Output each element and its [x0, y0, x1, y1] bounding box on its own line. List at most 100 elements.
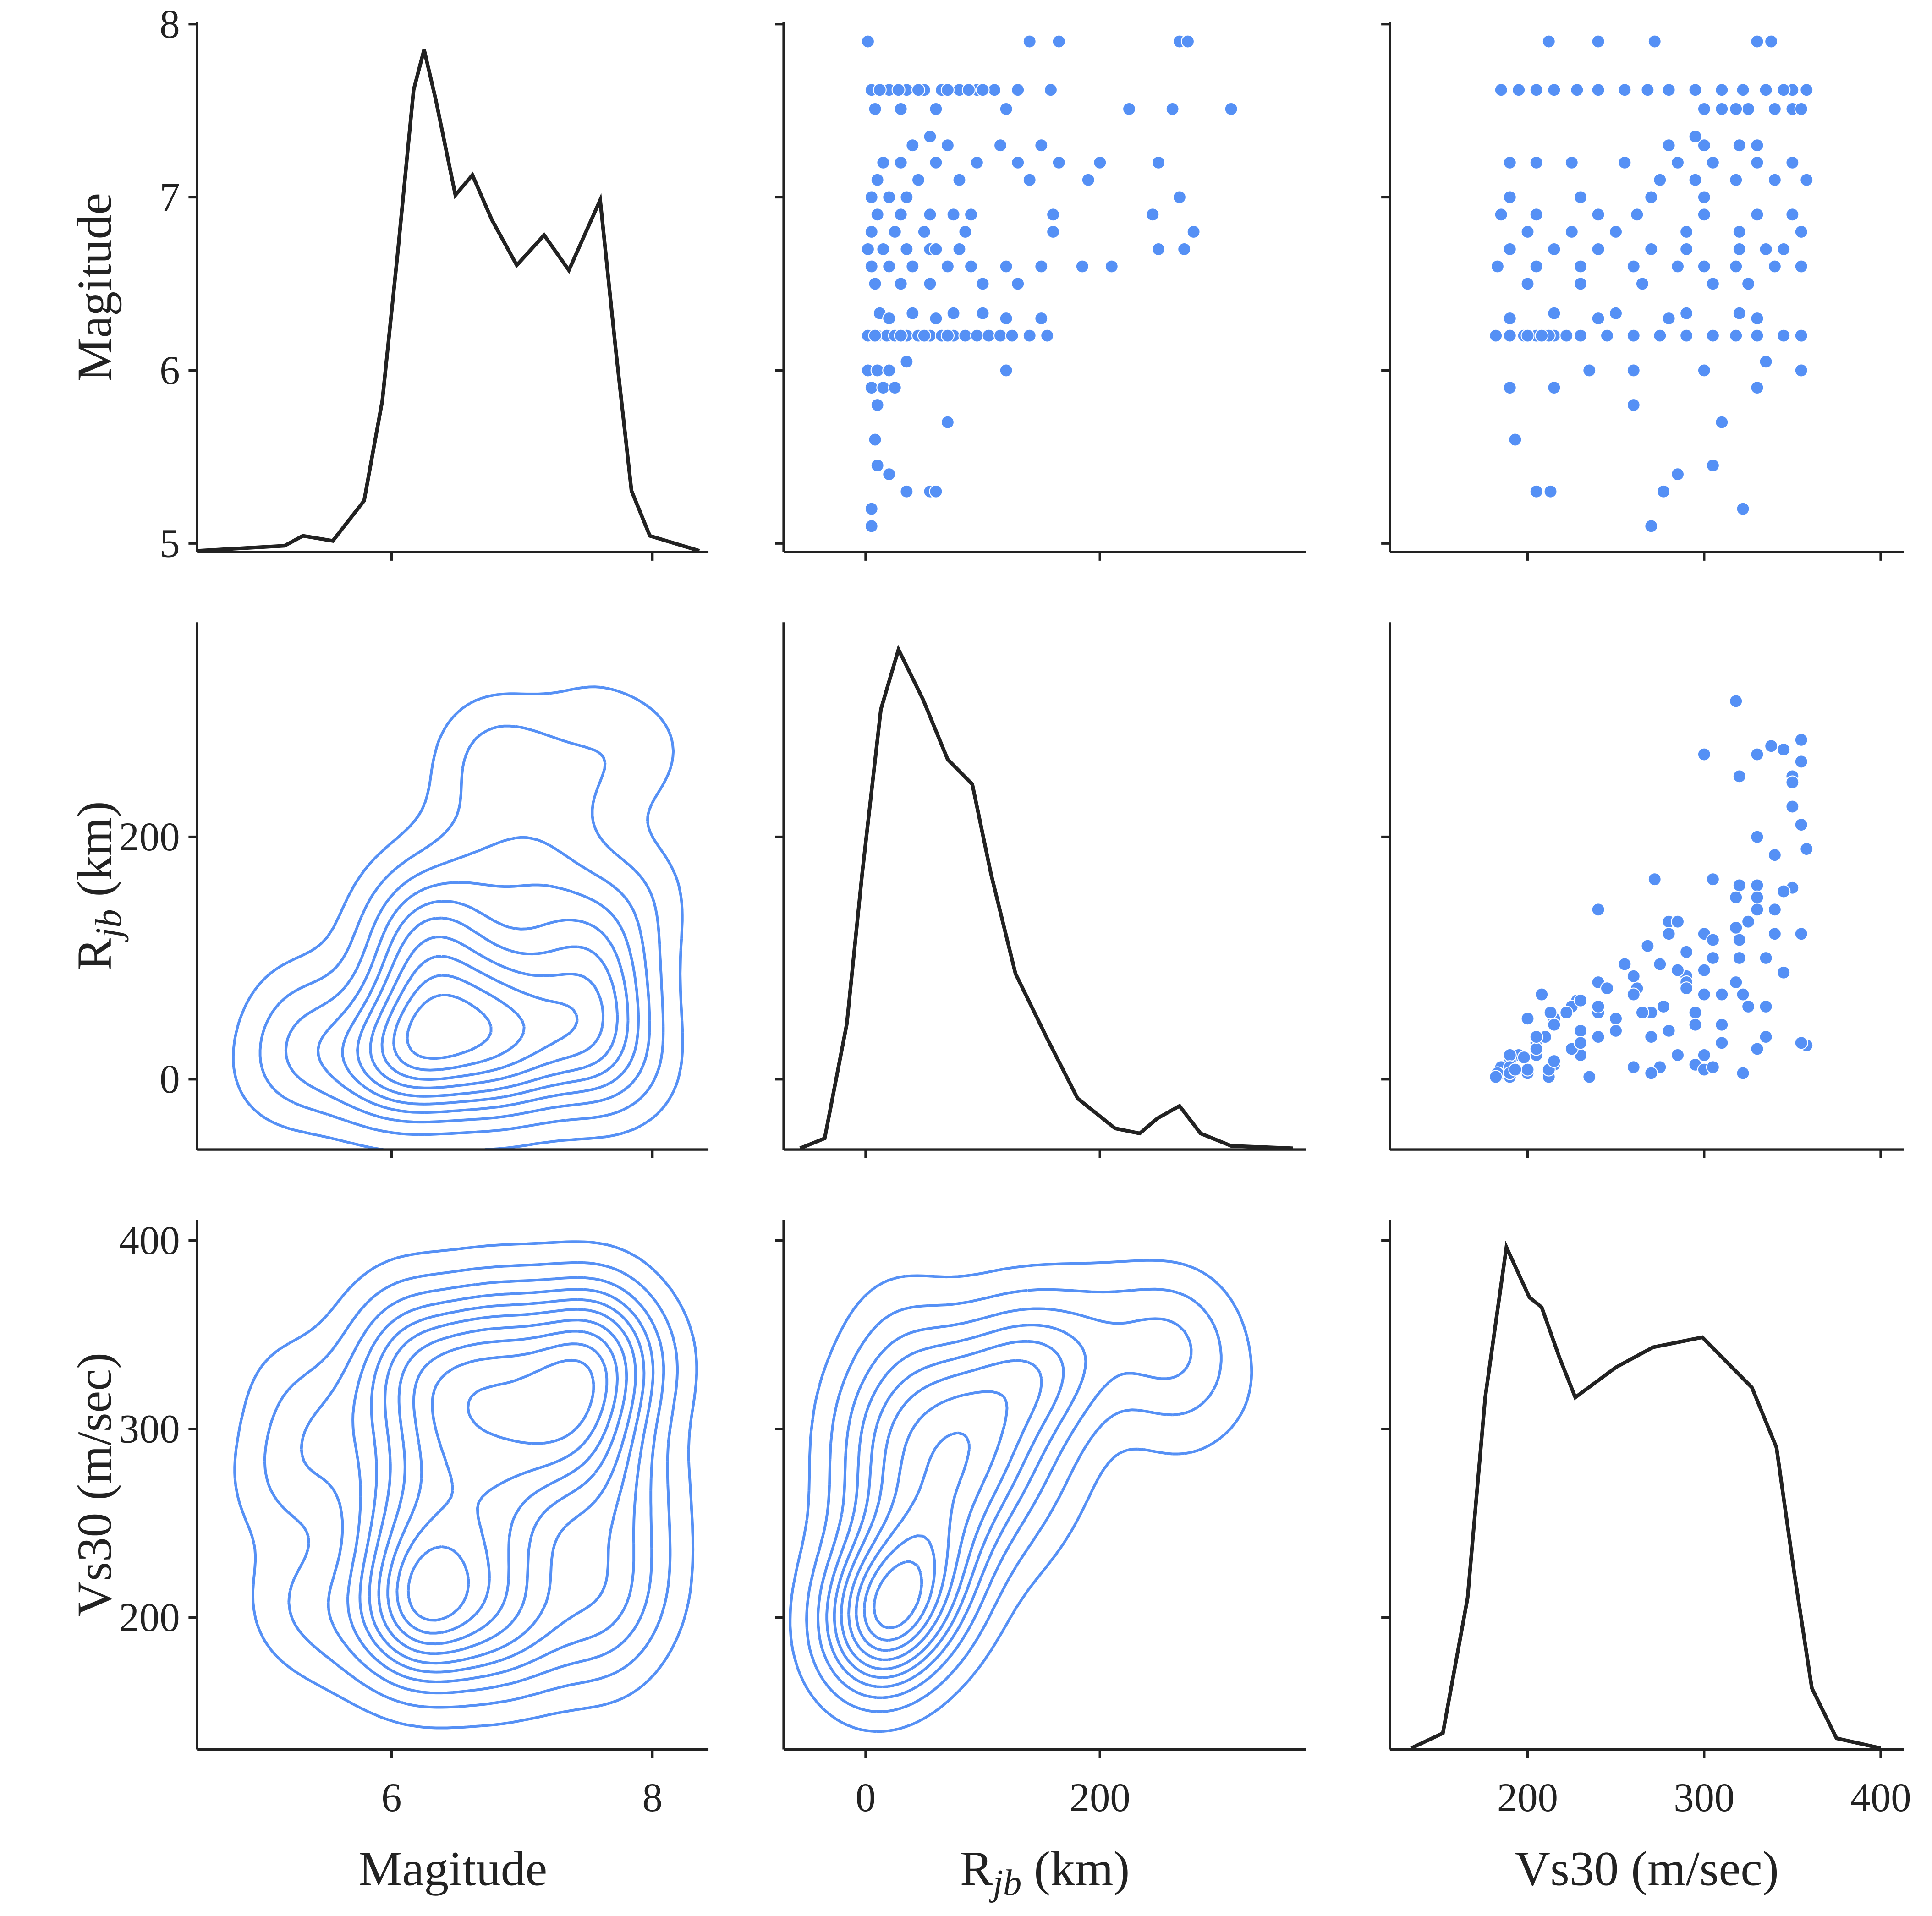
scatter-point [929, 484, 943, 498]
scatter-point [1785, 799, 1800, 814]
scatter-point [1591, 83, 1605, 97]
kde-contour-level-5 [341, 900, 630, 1106]
scatter-point [1653, 328, 1667, 343]
scatter-point [906, 306, 920, 320]
scatter-point [1626, 1060, 1641, 1074]
kde-contour-level-3 [284, 836, 651, 1124]
scatter-point [870, 458, 884, 473]
y-tick-label: 200 [119, 1595, 180, 1640]
scatter-point [1626, 987, 1641, 1002]
scatter-point [906, 259, 920, 274]
scatter-point [1535, 987, 1549, 1002]
scatter-point [1626, 328, 1641, 343]
scatter-point [1741, 914, 1756, 929]
x-tick-label: 0 [856, 1775, 876, 1820]
scatter-point [1489, 328, 1503, 343]
scatter-point [1529, 83, 1543, 97]
scatter-point [1547, 1018, 1561, 1032]
scatter-point [1052, 155, 1066, 170]
scatter-point [1670, 467, 1685, 482]
scatter-point [900, 484, 914, 498]
kde-contour-level-3 [300, 1276, 665, 1695]
scatter-point [1662, 927, 1676, 941]
scatter-point [923, 130, 937, 144]
scatter-point [1688, 130, 1702, 144]
scatter-point [1040, 328, 1054, 343]
scatter-point [1680, 224, 1694, 239]
scatter-point [1732, 306, 1746, 320]
scatter-point [870, 208, 884, 222]
scatter-point [1630, 208, 1644, 222]
scatter-point [1732, 951, 1746, 965]
scatter-point [894, 102, 908, 116]
scatter-point [1680, 328, 1694, 343]
scatter-point [1741, 102, 1756, 116]
scatter-point [1670, 155, 1685, 170]
scatter-point [1052, 34, 1066, 49]
scatter-point [1750, 830, 1764, 844]
scatter-point [1574, 259, 1588, 274]
scatter-point [864, 502, 878, 516]
scatter-point [1767, 848, 1782, 862]
kde-contour-level-9 [862, 1534, 936, 1642]
scatter-point [1574, 328, 1588, 343]
scatter-point [911, 173, 926, 187]
scatter-point [1635, 277, 1649, 291]
scatter-point [1517, 1050, 1531, 1065]
scatter-point [1680, 981, 1694, 996]
scatter-point [1688, 1006, 1702, 1020]
x-axis-label-vs30: Vs30 (m/sec) [1515, 1841, 1778, 1896]
scatter-point [1759, 999, 1773, 1013]
scatter-point [1503, 311, 1517, 326]
axis-label-subscript: jb [88, 909, 129, 942]
x-tick-label: 400 [1850, 1775, 1911, 1820]
kde-contour-level-8 [855, 1431, 971, 1652]
scatter-point [882, 311, 896, 326]
scatter-point [1767, 259, 1782, 274]
scatter-point [1715, 1018, 1729, 1032]
kde-contour-level-10 [406, 1358, 595, 1622]
scatter-point [988, 83, 1002, 97]
scatter-point [929, 311, 943, 326]
panel-vs30-vs-rjb: 0 200 [775, 1220, 1306, 1820]
kde-contour-level-9 [392, 974, 526, 1072]
scatter-point [1729, 890, 1743, 904]
scatter-point [1574, 190, 1588, 204]
kde-contour-level-1 [789, 1259, 1253, 1733]
scatter-point [1680, 242, 1694, 256]
scatter-point [1697, 747, 1711, 761]
scatter-point [1490, 259, 1504, 274]
scatter-point [1670, 1048, 1685, 1062]
scatter-point [1662, 1024, 1676, 1038]
scatter-point [1564, 224, 1579, 239]
scatter-point [1750, 328, 1764, 343]
scatter-point [999, 311, 1013, 326]
y-tick-label: 200 [119, 815, 180, 859]
scatter-point [1715, 102, 1729, 116]
scatter-point [1618, 83, 1632, 97]
scatter-point [870, 173, 884, 187]
scatter-point [1186, 224, 1201, 239]
scatter-point [1512, 83, 1526, 97]
kde-contour-level-2 [805, 1287, 1223, 1713]
scatter-point [1165, 102, 1180, 116]
scatter-point [888, 224, 902, 239]
scatter-point [1224, 102, 1238, 116]
scatter-point [999, 102, 1013, 116]
axis-label-main: Magitude [358, 1841, 547, 1896]
scatter-point [1151, 155, 1166, 170]
scatter-point [1670, 259, 1685, 274]
scatter-point [976, 277, 990, 291]
scatter-point [1794, 328, 1808, 343]
scatter-point [873, 83, 887, 97]
scatter-point [1542, 34, 1556, 49]
scatter-point [1591, 311, 1605, 326]
scatter-point [1662, 83, 1676, 97]
scatter-point [1750, 155, 1764, 170]
scatter-point [1715, 415, 1729, 429]
scatter-point [1794, 259, 1808, 274]
scatter-point [1794, 755, 1808, 769]
kde-contour-level-4 [317, 881, 640, 1114]
scatter-point [1680, 945, 1694, 959]
scatter-point [876, 381, 890, 395]
